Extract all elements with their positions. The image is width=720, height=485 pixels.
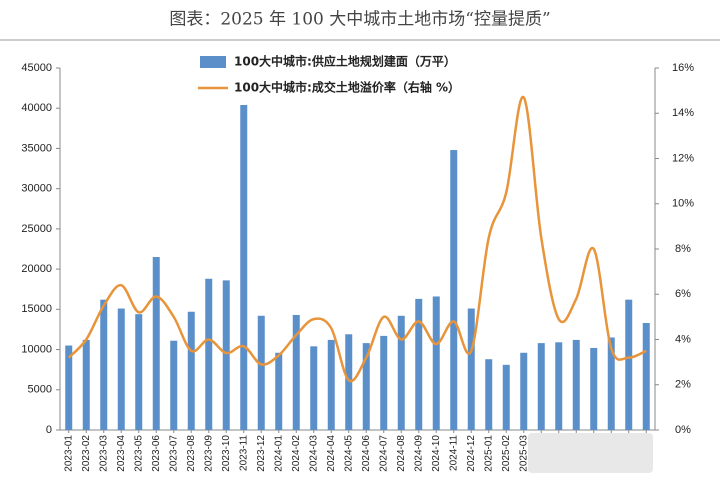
bar: [100, 299, 108, 430]
bar: [240, 105, 248, 430]
bar: [65, 345, 73, 430]
y-tick-label: 30000: [21, 183, 52, 195]
x-tick-label: 2023-12: [256, 435, 267, 472]
y2-tick-label: 10%: [672, 198, 694, 210]
y2-tick-label: 8%: [675, 243, 691, 255]
bar: [485, 359, 493, 430]
bar: [275, 352, 283, 430]
x-tick-label: 2024-07: [378, 435, 389, 472]
bar: [117, 308, 125, 430]
y-tick-label: 15000: [21, 303, 52, 315]
x-tick-label: 2025-01: [483, 435, 494, 472]
bar: [380, 335, 388, 430]
x-tick-label: 2025-03: [518, 435, 529, 472]
bar: [450, 150, 458, 430]
x-tick-label: 2024-02: [291, 435, 302, 472]
bar: [345, 334, 353, 430]
bar: [520, 352, 528, 430]
y2-tick-label: 12%: [672, 152, 694, 164]
legend-label: 100大中城市:成交土地溢价率（右轴 %）: [234, 80, 460, 95]
y2-tick-label: 16%: [672, 62, 694, 74]
y2-tick-label: 0%: [675, 424, 691, 436]
bar: [642, 323, 650, 430]
bar: [397, 315, 405, 430]
bar: [170, 340, 178, 430]
x-tick-label: 2025-02: [501, 435, 512, 472]
bar: [310, 346, 318, 430]
chart-title: 图表：2025 年 100 大中城市土地市场“控量提质”: [169, 10, 550, 30]
bar: [292, 314, 300, 430]
x-tick-label: 2023-09: [203, 435, 214, 472]
x-tick-label: 2024-05: [343, 435, 354, 472]
bar: [590, 347, 598, 430]
y2-tick-label: 6%: [675, 288, 691, 300]
x-tick-label: 2024-12: [466, 435, 477, 472]
bar: [607, 337, 615, 430]
y-tick-label: 35000: [21, 142, 52, 154]
bar: [82, 339, 90, 430]
bar: [467, 308, 475, 430]
x-tick-label: 2024-08: [396, 435, 407, 472]
x-tick-label: 2024-10: [431, 435, 442, 472]
y-tick-label: 40000: [21, 102, 52, 114]
bar: [362, 343, 370, 430]
x-tick-label: 2024-06: [361, 435, 372, 472]
y-tick-label: 20000: [21, 263, 52, 275]
bar: [152, 257, 160, 430]
bar: [625, 299, 633, 430]
x-tick-label: 2023-03: [98, 435, 109, 472]
bar: [537, 343, 545, 430]
x-tick-label: 2023-11: [238, 435, 249, 471]
x-tick-label: 2024-03: [308, 435, 319, 472]
y-tick-label: 5000: [28, 384, 52, 396]
bar: [502, 364, 510, 430]
bar: [415, 298, 423, 430]
x-tick-label: 2023-08: [186, 435, 197, 472]
bar: [222, 280, 230, 430]
x-tick-label: 2023-07: [168, 435, 179, 472]
y2-tick-label: 2%: [675, 379, 691, 391]
watermark: [528, 433, 653, 473]
y2-tick-label: 4%: [675, 333, 691, 345]
bar: [257, 315, 265, 430]
legend-label: 100大中城市:供应土地规划建面（万平）: [234, 54, 456, 69]
x-tick-label: 2023-05: [133, 435, 144, 472]
line: [67, 96, 647, 383]
x-tick-label: 2024-09: [413, 435, 424, 472]
x-tick-label: 2023-10: [221, 435, 232, 472]
x-tick-label: 2024-04: [326, 435, 337, 472]
y-tick-label: 25000: [21, 223, 52, 235]
y2-tick-label: 14%: [672, 107, 694, 119]
bar: [327, 339, 335, 430]
x-tick-label: 2023-02: [81, 435, 92, 472]
y-tick-label: 45000: [21, 62, 52, 74]
bar: [187, 311, 195, 430]
y-tick-label: 10000: [21, 343, 52, 355]
x-tick-label: 2023-06: [151, 435, 162, 472]
bar: [205, 278, 213, 430]
x-tick-label: 2024-01: [273, 435, 284, 472]
bar: [572, 339, 580, 430]
legend-swatch: [200, 56, 226, 68]
x-tick-label: 2023-01: [63, 435, 74, 472]
y-tick-label: 0: [46, 424, 52, 436]
bar: [135, 314, 143, 430]
x-tick-label: 2024-11: [448, 435, 459, 471]
bar: [432, 296, 440, 430]
bar: [555, 342, 563, 430]
x-tick-label: 2023-04: [116, 435, 127, 472]
